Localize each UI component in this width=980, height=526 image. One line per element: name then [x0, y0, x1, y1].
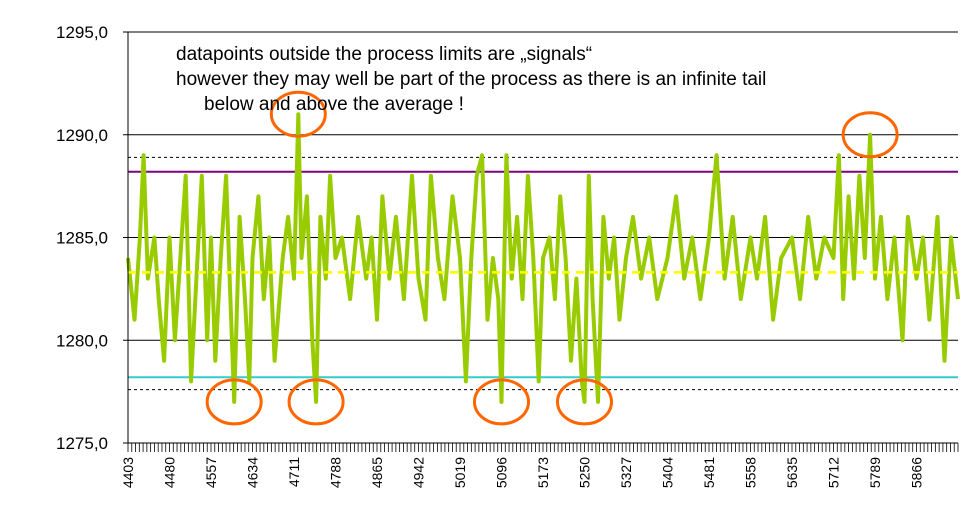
annotation-line-3: below and above the average ! [204, 94, 464, 115]
annotation-line-1: datapoints outside the process limits ar… [176, 44, 592, 65]
x-tick-label: 5789 [867, 457, 883, 488]
y-tick-label: 1285,0 [56, 229, 108, 248]
y-axis-tick-labels: 1275,0 1280,0 1285,0 1290,0 1295,0 [56, 23, 108, 453]
x-tick-label: 4788 [328, 457, 344, 488]
highlight-circle [556, 378, 613, 426]
highlight-circle [269, 90, 327, 138]
x-tick-label: 4403 [120, 457, 136, 488]
x-tick-label: 4942 [411, 457, 427, 488]
highlight-circle [205, 378, 263, 426]
annotation-line-2: however they may well be part of the pro… [176, 69, 766, 90]
x-tick-label: 5866 [909, 457, 925, 488]
y-tick-label: 1275,0 [56, 434, 108, 453]
series-layer [126, 112, 960, 404]
x-tick-label: 4557 [203, 457, 219, 488]
annotation-text: datapoints outside the process limits ar… [176, 44, 766, 115]
x-tick-label: 5481 [701, 457, 717, 488]
highlight-circle [287, 378, 345, 426]
axes [123, 31, 959, 452]
x-tick-label: 5404 [660, 457, 676, 488]
x-tick-label: 5096 [494, 457, 510, 488]
x-tick-label: 4711 [286, 457, 302, 487]
y-tick-label: 1280,0 [56, 331, 108, 350]
highlight-circle [841, 111, 899, 159]
x-tick-label: 5019 [452, 457, 468, 488]
x-tick-label: 5327 [618, 457, 634, 488]
x-tick-label: 5558 [743, 457, 759, 488]
y-tick-label: 1295,0 [56, 23, 108, 42]
x-tick-label: 5173 [535, 457, 551, 488]
highlight-circle [473, 378, 530, 426]
highlight-circles [205, 90, 899, 426]
x-axis-tick-labels: 4403 4480 4557 4634 4711 4788 4865 4942 5019 5096… [120, 457, 925, 488]
x-tick-label: 5712 [826, 457, 842, 488]
x-tick-label: 4865 [369, 457, 385, 488]
y-tick-label: 1290,0 [56, 126, 108, 145]
x-tick-label: 4480 [162, 457, 178, 488]
x-tick-label: 4634 [245, 457, 261, 488]
x-tick-label: 5250 [577, 457, 593, 488]
x-tick-label: 5635 [784, 457, 800, 488]
